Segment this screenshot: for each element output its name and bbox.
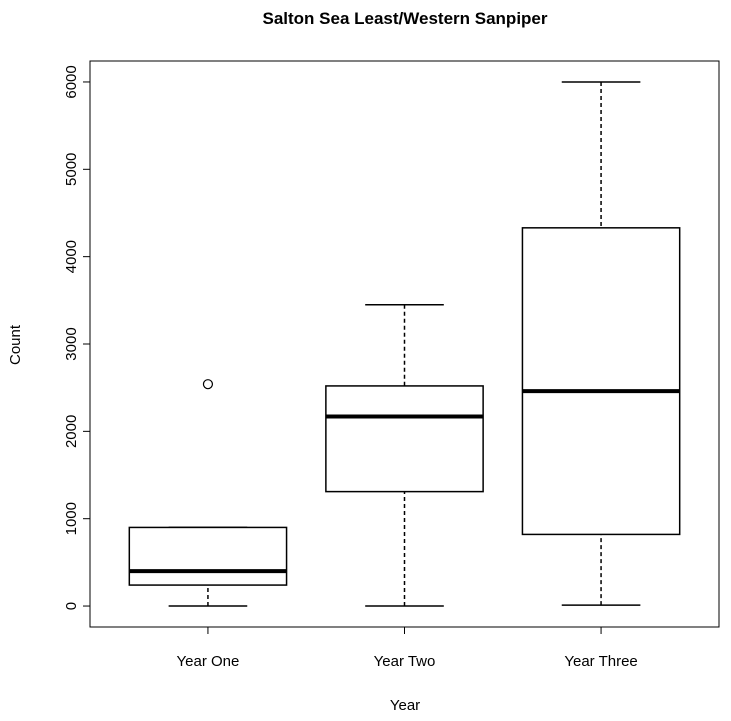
x-tick-label: Year Two (374, 653, 436, 670)
box (128, 526, 288, 586)
y-tick-label: 1000 (63, 502, 80, 535)
y-tick-label: 6000 (63, 65, 80, 98)
y-tick-label: 5000 (63, 153, 80, 186)
x-tick-label: Year Three (564, 653, 637, 670)
y-tick-label: 0 (63, 602, 80, 610)
y-tick-label: 3000 (63, 327, 80, 360)
chart-title: Salton Sea Least/Western Sanpiper (263, 9, 548, 28)
x-axis-label: Year (390, 697, 420, 714)
outlier (202, 379, 214, 390)
y-axis-label: Count (7, 324, 24, 365)
box (521, 227, 681, 536)
y-tick-label: 4000 (63, 240, 80, 273)
box (325, 385, 484, 493)
y-tick-label: 2000 (63, 415, 80, 448)
x-tick-label: Year One (177, 653, 240, 670)
